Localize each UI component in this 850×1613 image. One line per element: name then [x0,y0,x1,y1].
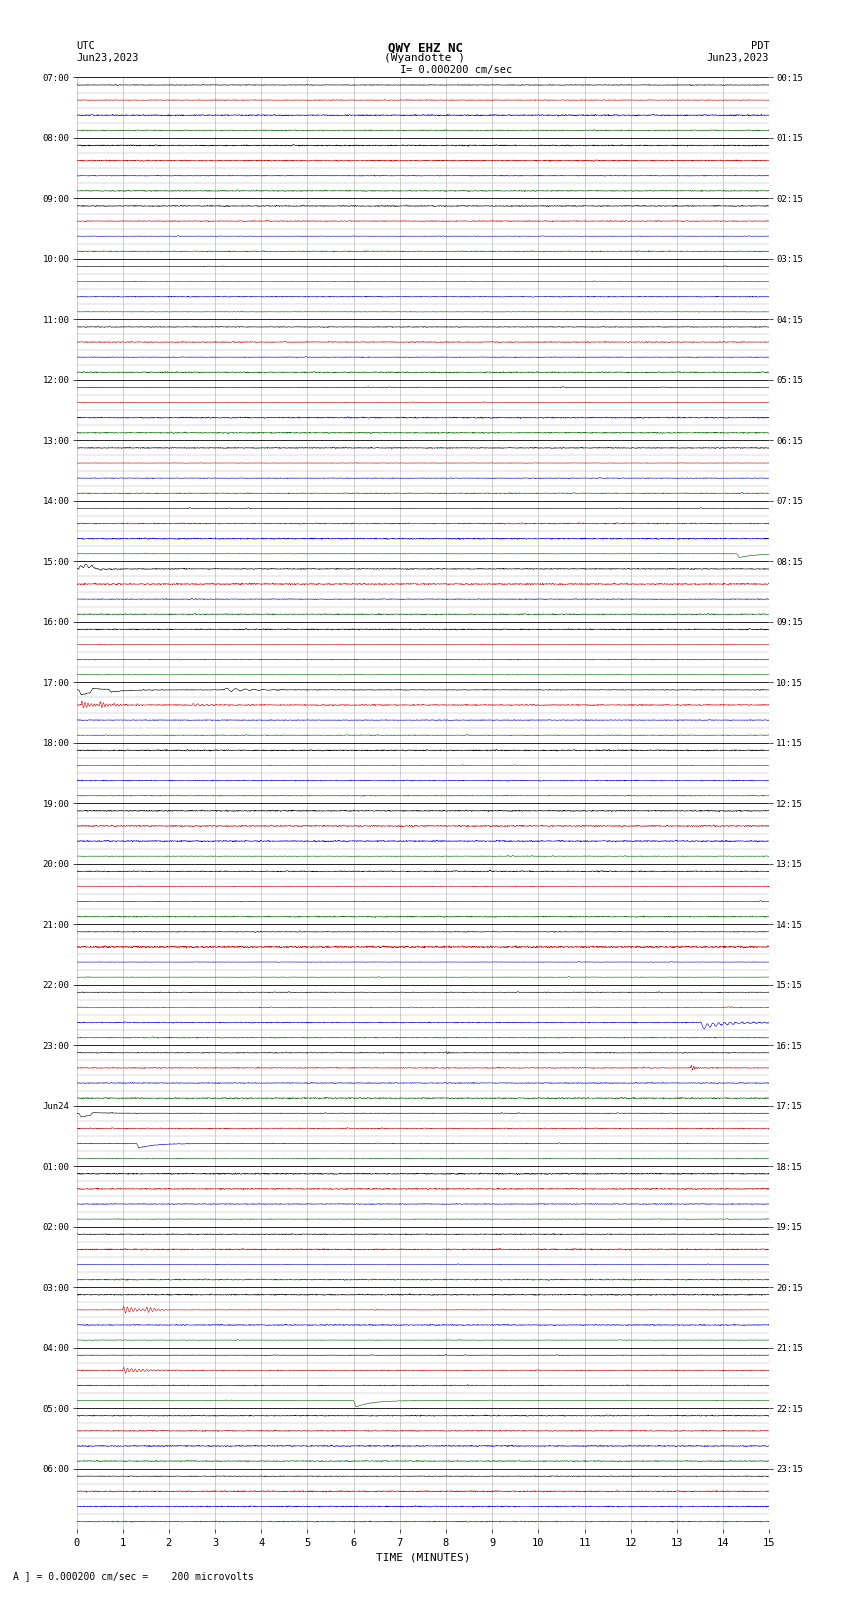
Text: I: I [400,65,406,74]
Text: Jun23,2023: Jun23,2023 [706,53,769,63]
Text: PDT: PDT [751,40,769,52]
Text: Jun23,2023: Jun23,2023 [76,53,139,63]
Text: A ] = 0.000200 cm/sec =    200 microvolts: A ] = 0.000200 cm/sec = 200 microvolts [13,1571,253,1581]
Text: (Wyandotte ): (Wyandotte ) [384,53,466,63]
X-axis label: TIME (MINUTES): TIME (MINUTES) [376,1552,470,1563]
Text: = 0.000200 cm/sec: = 0.000200 cm/sec [406,65,513,74]
Text: UTC: UTC [76,40,95,52]
Text: QWY EHZ NC: QWY EHZ NC [388,40,462,55]
